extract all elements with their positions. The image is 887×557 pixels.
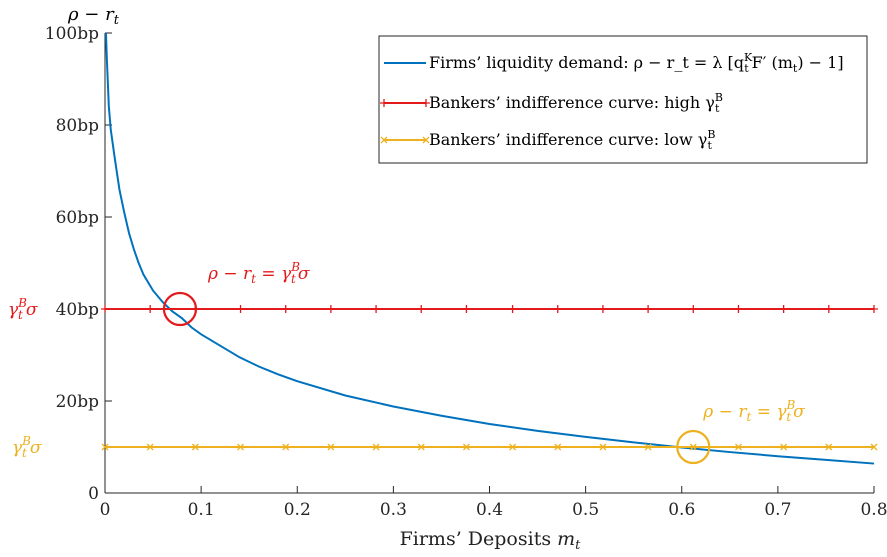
plus-marker <box>372 305 381 313</box>
x-marker <box>101 443 109 451</box>
y-tick-label: 60bp <box>56 208 100 228</box>
x-tick-label: 0.2 <box>284 500 311 520</box>
x-marker <box>509 443 517 451</box>
x-tick-label: 0.1 <box>188 500 215 520</box>
annotation-label: ρ − rt = γB t σ <box>702 398 805 424</box>
plus-marker <box>870 305 878 313</box>
legend-box <box>378 35 868 164</box>
y-tick-label: 100bp <box>45 24 99 44</box>
plus-marker <box>644 305 653 313</box>
series-group <box>101 32 878 465</box>
legend-marker <box>380 99 430 107</box>
x-marker <box>554 443 562 451</box>
plus-marker <box>689 305 698 313</box>
x-marker <box>689 443 697 451</box>
legend-marker <box>380 136 430 144</box>
x-marker <box>780 443 788 451</box>
plus-marker <box>508 305 517 313</box>
x-tick-label: 0.8 <box>860 500 887 520</box>
plus-marker <box>734 305 743 313</box>
x-marker <box>237 443 244 451</box>
x-marker <box>462 443 470 451</box>
intersection-circle <box>676 429 711 465</box>
legend-label-3: Bankers’ indifference curve: low γB t <box>429 128 715 152</box>
annotations: ρ − rt = γB t σ ρ − rt = γB t σ <box>162 260 805 465</box>
plus-marker <box>779 305 788 313</box>
plus-marker <box>326 305 335 313</box>
y-tick-label: 40bp <box>56 300 100 320</box>
x-tick-label: 0.3 <box>380 500 407 520</box>
x-tick-label: 0.5 <box>572 500 599 520</box>
intersection-circle <box>162 291 198 327</box>
y-tick-label: 80bp <box>56 116 100 136</box>
x-tick-label: 0.6 <box>668 500 695 520</box>
x-marker <box>644 443 652 451</box>
x-marker <box>825 443 833 451</box>
x-tick-label: 0 <box>100 500 111 520</box>
x-marker <box>372 443 380 451</box>
x-tick-label: 0.7 <box>764 500 791 520</box>
y-tick-label: 20bp <box>56 392 100 412</box>
legend-label-2: Bankers’ indifference curve: high γB t <box>429 91 723 115</box>
plus-marker <box>824 305 833 313</box>
x-marker <box>282 443 290 451</box>
axis-ticks: 0 0.1 0.2 0.3 0.4 0.5 0.6 0.7 0.8 0 20bp 40bp 60bp 80… <box>45 24 887 520</box>
x-axis-label: Firms’ Deposits mt <box>400 528 582 553</box>
x-marker <box>599 443 607 451</box>
x-marker <box>735 443 742 451</box>
y-tick-label: 0 <box>88 484 99 504</box>
x-marker <box>146 443 154 451</box>
y-side-label: γB t σ <box>8 296 38 322</box>
plus-marker <box>553 305 562 313</box>
plus-marker <box>462 305 471 313</box>
plus-marker <box>417 305 426 313</box>
plus-marker <box>146 305 155 313</box>
axis-labels: γB t σ γB t σ ρ − rt Firms’ Deposits mt <box>8 4 581 553</box>
plus-marker <box>598 305 607 313</box>
legend: Firms’ liquidity demand: ρ − r_t = λ [qK… <box>378 35 868 164</box>
x-marker <box>417 443 425 451</box>
legend-label-1: Firms’ liquidity demand: ρ − r_t = λ [qK… <box>429 51 844 75</box>
annotation-label: ρ − rt = γB t σ <box>207 260 310 286</box>
y-axis-label: ρ − rt <box>67 4 120 28</box>
x-marker <box>327 443 335 451</box>
y-side-label: γB t σ <box>12 434 42 460</box>
series-line-1 <box>104 32 875 465</box>
plus-marker <box>236 305 245 313</box>
x-tick-label: 0.4 <box>476 500 503 520</box>
x-marker <box>191 443 199 451</box>
plus-marker <box>281 305 290 313</box>
x-marker <box>870 443 878 451</box>
plus-marker <box>101 305 109 313</box>
